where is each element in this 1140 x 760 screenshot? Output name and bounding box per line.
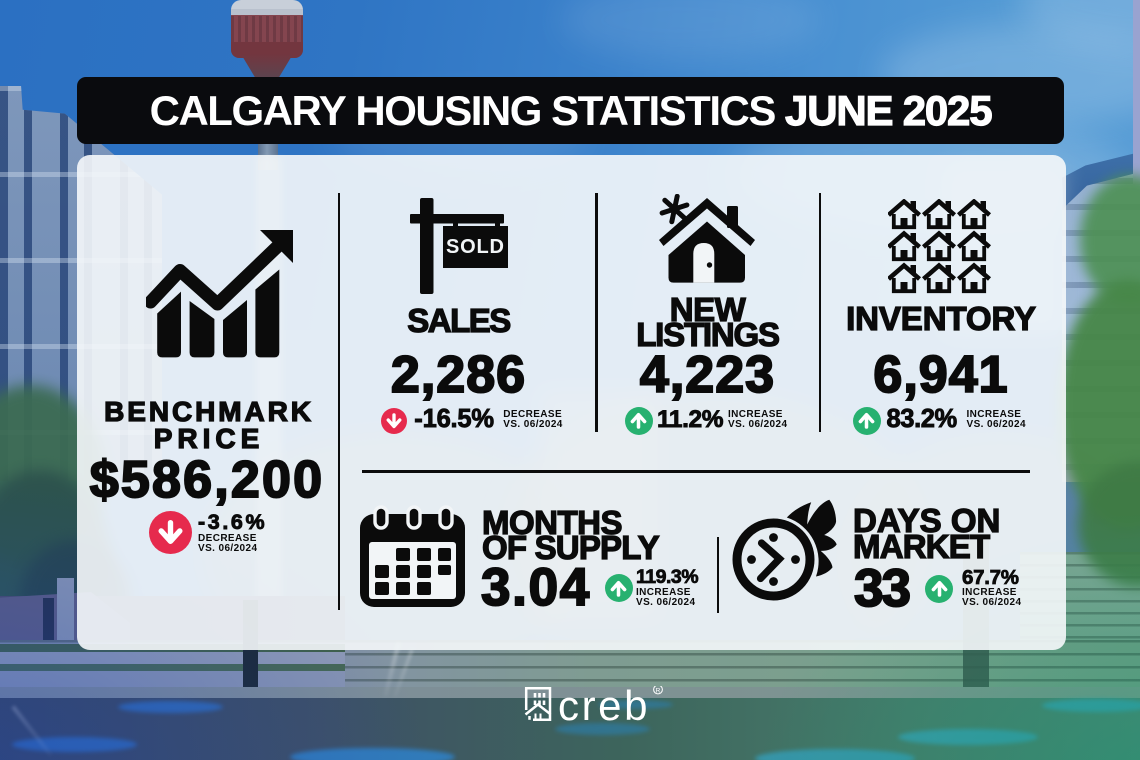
svg-text:R: R <box>656 687 661 694</box>
svg-text:creb: creb <box>558 686 650 726</box>
